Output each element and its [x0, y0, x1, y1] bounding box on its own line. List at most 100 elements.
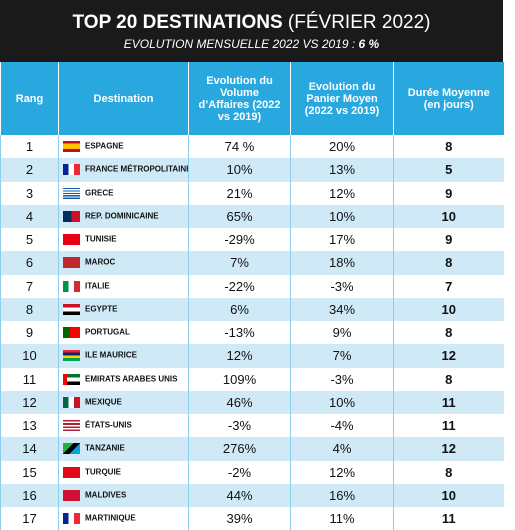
value-cell: 10 — [393, 204, 504, 228]
value-cell: 44% — [188, 483, 291, 507]
value-cell: 46% — [188, 390, 291, 414]
table-row: 10 ILE MAURICE 12% 7% 12 — [0, 344, 504, 368]
header-row: Rang Destination Evolution du Volume d’Aff… — [0, 62, 504, 135]
value-cell: 8 — [393, 460, 504, 484]
value-cell: -2% — [188, 460, 291, 484]
rank: 11 — [0, 367, 59, 391]
value-cell: 276% — [188, 437, 291, 461]
column-header: Evolution du Volume d’Affaires (2022 vs … — [188, 62, 291, 135]
subtitle-value: 6 % — [358, 37, 380, 51]
value-cell: -29% — [188, 228, 291, 252]
destination: MAROC — [85, 257, 116, 267]
rank: 15 — [0, 460, 59, 484]
rank: 17 — [0, 507, 59, 530]
destination-cell: MAROC — [58, 251, 189, 275]
flag-icon — [63, 373, 80, 385]
header: TOP 20 DESTINATIONS (FÉVRIER 2022) EVOLU… — [0, 0, 503, 62]
flag-icon — [63, 210, 80, 222]
value-cell: 10% — [290, 390, 394, 414]
value-cell: 74 % — [188, 135, 291, 159]
flag-icon — [63, 303, 80, 315]
value-cell: 39% — [188, 507, 291, 530]
rank: 8 — [0, 297, 59, 321]
flag-icon — [63, 234, 80, 246]
table-row: 9 PORTUGAL -13% 9% 8 — [0, 321, 504, 345]
flag-icon — [63, 513, 80, 525]
destination: MEXIQUE — [85, 397, 122, 407]
value-cell: -3% — [290, 367, 394, 391]
value-cell: 10% — [188, 158, 291, 182]
destination-cell: EMIRATS ARABES UNIS — [58, 367, 189, 391]
destination-cell: ILE MAURICE — [58, 344, 189, 368]
value-cell: 11 — [393, 414, 504, 438]
destination-cell: PORTUGAL — [58, 321, 189, 345]
table-row: 12 MEXIQUE 46% 10% 11 — [0, 390, 504, 414]
table-row: 1 ESPAGNE 74 % 20% 8 — [0, 135, 504, 159]
rank: 6 — [0, 251, 59, 275]
rank: 4 — [0, 204, 59, 228]
flag-icon — [63, 420, 80, 432]
destination-cell: TURQUIE — [58, 460, 189, 484]
flag-icon — [63, 396, 80, 408]
table-row: 7 ITALIE -22% -3% 7 — [0, 274, 504, 298]
destination-cell: ITALIE — [58, 274, 189, 298]
value-cell: 20% — [290, 135, 394, 159]
destination-cell: REP. DOMINICAINE — [58, 204, 189, 228]
column-header: Rang — [0, 62, 59, 135]
destination: FRANCE MÉTROPOLITAINE — [85, 164, 189, 174]
table-row: 16 MALDIVES 44% 16% 10 — [0, 483, 504, 507]
destination: MARTINIQUE — [85, 513, 136, 523]
rank: 9 — [0, 321, 59, 345]
value-cell: 8 — [393, 367, 504, 391]
subtitle: EVOLUTION MENSUELLE 2022 VS 2019 : — [123, 37, 356, 51]
destination: MALDIVES — [85, 490, 127, 500]
rank: 2 — [0, 158, 59, 182]
value-cell: 11 — [393, 507, 504, 530]
value-cell: 5 — [393, 158, 504, 182]
rank: 13 — [0, 414, 59, 438]
destination: ESPAGNE — [85, 141, 124, 151]
destination-cell: ÉTATS-UNIS — [58, 414, 189, 438]
flag-icon — [63, 280, 80, 292]
table-row: 17 MARTINIQUE 39% 11% 11 — [0, 507, 504, 530]
value-cell: -13% — [188, 321, 291, 345]
rank: 16 — [0, 483, 59, 507]
title: TOP 20 DESTINATIONS — [72, 12, 283, 33]
destination: EGYPTE — [85, 304, 118, 314]
value-cell: -3% — [188, 414, 291, 438]
destination: TANZANIE — [85, 443, 125, 453]
destination: ILE MAURICE — [85, 350, 137, 360]
rank: 1 — [0, 135, 59, 159]
value-cell: 10% — [290, 204, 394, 228]
destination: TURQUIE — [85, 467, 121, 477]
table-row: 5 TUNISIE -29% 17% 9 — [0, 228, 504, 252]
table-row: 14 TANZANIE 276% 4% 12 — [0, 437, 504, 461]
value-cell: 7% — [188, 251, 291, 275]
title-suffix: (FÉVRIER 2022) — [287, 12, 431, 33]
destination-cell: MARTINIQUE — [58, 507, 189, 530]
rank: 10 — [0, 344, 59, 368]
destination: REP. DOMINICAINE — [85, 211, 159, 221]
value-cell: 7 — [393, 274, 504, 298]
value-cell: 6% — [188, 297, 291, 321]
value-cell: 109% — [188, 367, 291, 391]
value-cell: 12% — [290, 181, 394, 205]
destination: TUNISIE — [85, 234, 117, 244]
rank: 12 — [0, 390, 59, 414]
value-cell: 9 — [393, 181, 504, 205]
destination-cell: TANZANIE — [58, 437, 189, 461]
destination: ITALIE — [85, 281, 110, 291]
column-header: Durée Moyenne (en jours) — [393, 62, 504, 135]
flag-icon — [63, 327, 80, 339]
value-cell: 7% — [290, 344, 394, 368]
flag-icon — [63, 187, 80, 199]
destination: PORTUGAL — [85, 327, 130, 337]
flag-icon — [63, 350, 80, 362]
value-cell: 4% — [290, 437, 394, 461]
flag-icon — [63, 466, 80, 478]
value-cell: 12 — [393, 344, 504, 368]
value-cell: 65% — [188, 204, 291, 228]
table-row: 4 REP. DOMINICAINE 65% 10% 10 — [0, 204, 504, 228]
rank: 14 — [0, 437, 59, 461]
destination-cell: FRANCE MÉTROPOLITAINE — [58, 158, 189, 182]
